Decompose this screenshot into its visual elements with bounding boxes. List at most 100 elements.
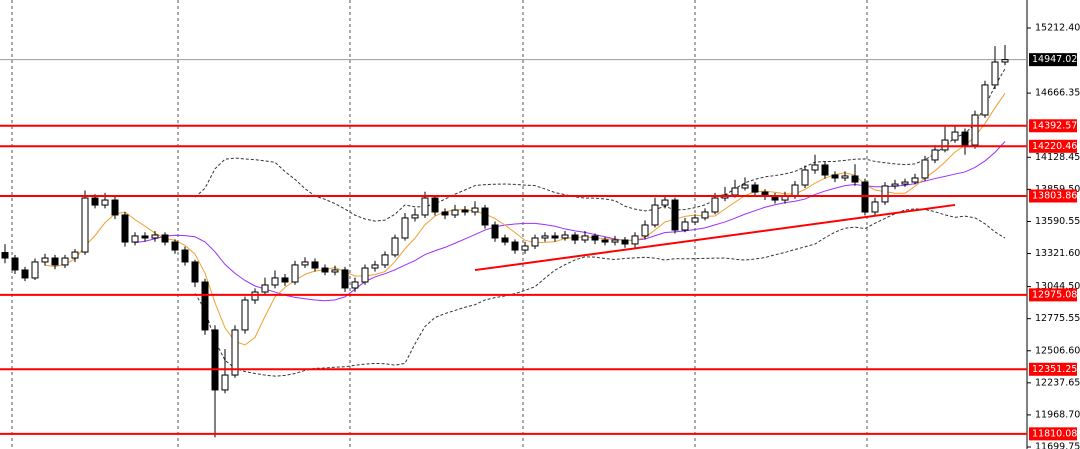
y-tick-label: 13590.55: [1035, 216, 1080, 227]
candle-body: [181, 249, 189, 263]
candle-body: [791, 184, 799, 197]
candle-body: [671, 199, 679, 231]
trend-line: [474, 203, 956, 272]
candle-body: [391, 237, 399, 256]
candle-body: [231, 329, 239, 376]
candle-body: [941, 139, 949, 151]
candle-body: [201, 281, 209, 331]
candle-body: [981, 84, 989, 116]
candle-body: [341, 269, 349, 289]
candle-body: [1, 252, 9, 259]
level-label-box: [1029, 139, 1077, 153]
candle-body: [751, 184, 759, 193]
level-label-box: [1029, 427, 1077, 441]
candle-body: [361, 267, 369, 283]
candle-body: [331, 269, 339, 273]
candle-body: [311, 261, 319, 269]
y-tick-label: 14128.45: [1035, 152, 1080, 163]
candle-body: [651, 204, 659, 226]
level-label: 11810.08: [1032, 428, 1077, 439]
candle-body: [901, 181, 909, 185]
bollinger-upper: [194, 68, 1006, 222]
candle-body: [511, 241, 519, 251]
level-label: 12351.25: [1032, 364, 1077, 375]
candle-body: [661, 199, 669, 206]
current-price-box: [1029, 53, 1077, 67]
candle-body: [301, 261, 309, 266]
candle-body: [551, 235, 559, 239]
candle-body: [841, 175, 849, 179]
candle-body: [471, 207, 479, 213]
candle-body: [161, 234, 169, 243]
candle-body: [961, 131, 969, 146]
y-tick-label: 12775.55: [1035, 313, 1080, 324]
candle-body: [891, 183, 899, 187]
candle-body: [711, 197, 719, 213]
candle-body: [521, 245, 529, 251]
candle-body: [271, 277, 279, 286]
candle-body: [871, 201, 879, 213]
y-tick-label: 15212.40: [1035, 22, 1080, 33]
candle-body: [531, 237, 539, 247]
candle-body: [571, 234, 579, 241]
level-label-box: [1029, 288, 1077, 302]
candle-body: [151, 234, 159, 239]
y-tick-label: 11699.75: [1035, 442, 1080, 449]
level-label: 14220.46: [1032, 141, 1077, 152]
level-label-box: [1029, 362, 1077, 376]
candle-body: [141, 235, 149, 239]
candle-body: [641, 224, 649, 237]
candle-body: [731, 187, 739, 196]
candle-body: [801, 169, 809, 186]
level-label-box: [1029, 119, 1077, 133]
candle-body: [91, 197, 99, 206]
candle-body: [971, 114, 979, 146]
candle-body: [561, 234, 569, 239]
y-tick-label: 13321.60: [1035, 248, 1080, 259]
candle-body: [291, 264, 299, 283]
candle-body: [451, 209, 459, 216]
y-tick-label: 11968.70: [1035, 409, 1080, 420]
y-tick-label: 14666.35: [1035, 88, 1080, 99]
candle-body: [501, 237, 509, 243]
candle-body: [251, 291, 259, 301]
candle-body: [421, 197, 429, 216]
level-label: 12975.08: [1032, 289, 1077, 300]
candle-body: [31, 261, 39, 279]
y-tick-label: 12237.65: [1035, 377, 1080, 388]
moving-average-slow: [134, 141, 1006, 302]
candle-body: [211, 329, 219, 391]
candle-body: [611, 239, 619, 243]
candle-body: [851, 175, 859, 183]
candle-body: [831, 174, 839, 179]
candle-body: [121, 214, 129, 243]
candle-body: [601, 239, 609, 243]
candle-body: [591, 235, 599, 241]
candle-body: [131, 235, 139, 243]
current-price-label: 14947.02: [1032, 54, 1077, 65]
candle-body: [491, 224, 499, 239]
y-tick-label: 12506.60: [1035, 345, 1080, 356]
candle-body: [261, 284, 269, 293]
candle-body: [111, 199, 119, 216]
candle-body: [911, 177, 919, 183]
candle-body: [481, 207, 489, 226]
level-label: 13803.86: [1032, 191, 1077, 202]
candle-body: [581, 235, 589, 241]
candle-body: [41, 257, 49, 263]
candle-body: [381, 254, 389, 266]
candle-body: [441, 211, 449, 216]
candle-body: [991, 61, 999, 86]
y-tick-label: 13044.50: [1035, 281, 1080, 292]
candle-body: [631, 235, 639, 245]
candle-body: [701, 211, 709, 219]
bollinger-lower: [194, 208, 1006, 377]
candle-body: [71, 251, 79, 259]
candle-body: [1001, 59, 1009, 63]
candle-body: [951, 131, 959, 141]
candle-body: [461, 209, 469, 213]
candle-body: [321, 267, 329, 273]
candle-body: [541, 235, 549, 239]
candle-body: [371, 264, 379, 269]
